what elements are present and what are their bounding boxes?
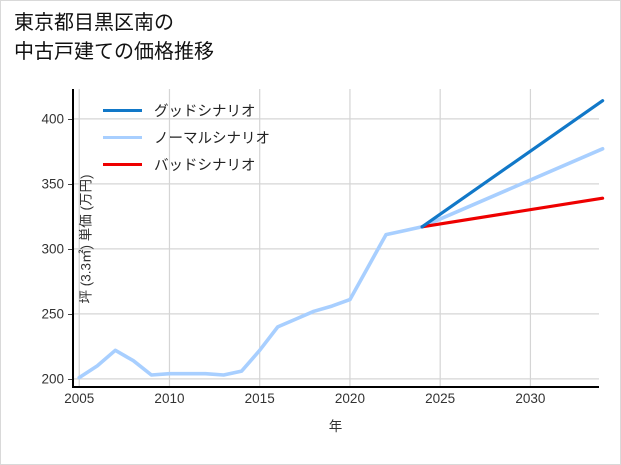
y-tick-label: 400 [41, 111, 64, 127]
series-line [420, 196, 605, 229]
legend-swatch-bad [103, 162, 142, 167]
y-tick-mark [68, 378, 72, 380]
x-tick-label: 2015 [244, 391, 275, 406]
x-tick-label: 2010 [154, 391, 185, 406]
legend-item[interactable]: ノーマルシナリオ [103, 124, 313, 151]
series-line [420, 99, 605, 229]
y-tick-label: 250 [41, 306, 64, 322]
y-tick-mark [68, 313, 72, 315]
y-axis-spine [72, 89, 74, 388]
series-line [77, 146, 605, 380]
y-axis-label: 坪 (3.3㎡) 単価 (万円) [78, 173, 94, 304]
y-tick-mark [68, 118, 72, 120]
y-tick-label: 300 [41, 241, 64, 257]
x-tick-label: 2030 [515, 391, 546, 406]
x-axis-label: 年 [328, 419, 343, 434]
legend-label-normal: ノーマルシナリオ [154, 131, 270, 147]
plot-background [72, 89, 599, 388]
legend-item[interactable]: バッドシナリオ [103, 151, 313, 178]
chart-legend: グッドシナリオ ノーマルシナリオ バッドシナリオ [103, 97, 313, 178]
legend-swatch-good [103, 108, 142, 113]
legend-label-good: グッドシナリオ [154, 104, 256, 120]
y-tick-label: 200 [41, 371, 64, 387]
x-axis-spine [72, 386, 599, 388]
grid-lines [72, 89, 599, 388]
x-tick-label: 2025 [425, 391, 456, 406]
plot-area: 200 250 300 350 400 2005 2010 2015 2020 2025 2030… [41, 89, 605, 434]
y-tick-mark [68, 248, 72, 250]
legend-label-bad: バッドシナリオ [154, 158, 256, 174]
page-title: 東京都目黒区南の 中古戸建ての価格推移 [14, 12, 214, 63]
y-tick-mark [68, 183, 72, 185]
data-lines [77, 99, 605, 380]
legend-swatch-normal [103, 135, 142, 140]
x-tick-label: 2020 [334, 391, 365, 406]
x-tick-label: 2005 [64, 391, 95, 406]
y-tick-label: 350 [41, 176, 64, 192]
legend-item[interactable]: グッドシナリオ [103, 97, 313, 124]
